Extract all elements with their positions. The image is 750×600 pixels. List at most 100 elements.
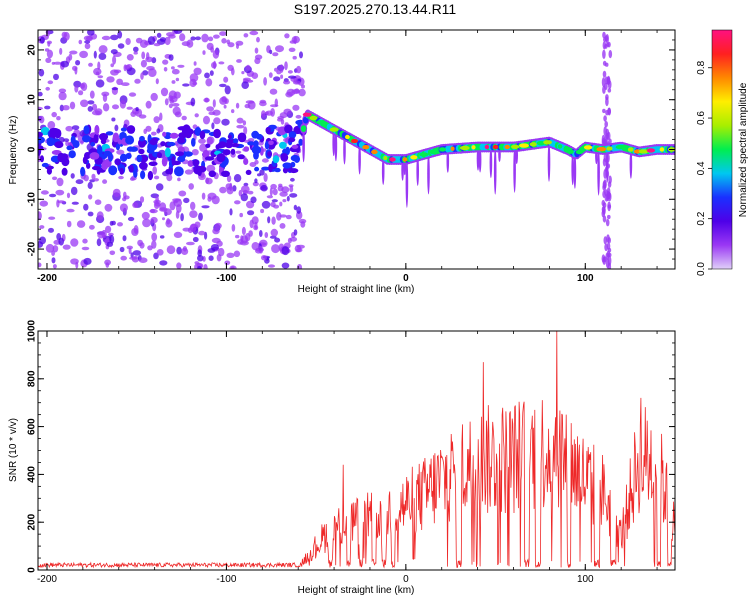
noise-blob xyxy=(219,186,227,194)
noise-band-blob xyxy=(165,169,171,175)
noise-blob xyxy=(272,188,278,196)
noise-blob xyxy=(87,181,93,190)
ridge-peak xyxy=(646,148,656,153)
noise-blob xyxy=(177,64,185,68)
noise-blob xyxy=(88,62,93,67)
noise-blob xyxy=(93,67,102,76)
noise-blob xyxy=(119,203,128,212)
x-tick-label: 0 xyxy=(403,273,409,284)
strip-blob xyxy=(608,175,612,184)
noise-band-blob xyxy=(177,137,186,144)
noise-blob xyxy=(227,42,235,48)
noise-blob xyxy=(301,84,305,89)
noise-blob xyxy=(83,203,89,211)
noise-band-blob xyxy=(265,126,271,134)
noise-blob xyxy=(206,42,214,51)
noise-blob xyxy=(210,244,219,251)
y-tick-label: 20 xyxy=(27,44,38,56)
noise-band-blob xyxy=(177,126,188,131)
noise-blob xyxy=(268,264,275,268)
ridge-peak xyxy=(575,149,583,155)
noise-blob xyxy=(182,227,191,232)
noise-blob xyxy=(291,89,301,95)
noise-blob xyxy=(151,131,157,136)
noise-blob xyxy=(127,216,135,222)
noise-blob xyxy=(221,38,227,44)
noise-blob xyxy=(116,149,125,155)
y-tick-label: 0 xyxy=(27,146,38,152)
noise-band-blob xyxy=(171,155,176,166)
noise-blob xyxy=(300,221,306,228)
noise-blob xyxy=(283,80,291,85)
noise-blob xyxy=(223,76,229,83)
y-tick-label: 0 xyxy=(27,567,38,573)
noise-blob xyxy=(117,222,123,227)
colorbar-tick-label: 0.8 xyxy=(696,60,707,74)
noise-blob xyxy=(275,45,284,53)
x-tick-label: -100 xyxy=(216,273,236,284)
noise-blob xyxy=(166,32,175,37)
noise-blob xyxy=(92,103,98,111)
noise-blob xyxy=(47,121,56,130)
strip-blob xyxy=(602,108,606,114)
noise-blob xyxy=(166,174,173,182)
noise-blob xyxy=(48,216,56,220)
noise-blob xyxy=(243,126,248,135)
noise-band-blob xyxy=(66,145,73,151)
noise-blob xyxy=(79,83,85,89)
noise-band-blob xyxy=(282,162,292,169)
noise-blob xyxy=(203,264,208,269)
noise-blob xyxy=(261,255,268,261)
noise-blob xyxy=(193,61,197,66)
noise-blob xyxy=(72,65,78,71)
noise-blob xyxy=(102,179,108,184)
noise-blob xyxy=(263,77,267,86)
noise-band-blob xyxy=(261,166,270,171)
noise-blob xyxy=(281,246,290,256)
y-tick-label: 1000 xyxy=(27,319,38,342)
noise-blob xyxy=(66,192,71,199)
noise-band-blob xyxy=(245,169,252,175)
x-tick-label: -100 xyxy=(216,574,236,585)
noise-band-blob xyxy=(94,124,100,135)
noise-blob xyxy=(39,225,45,229)
noise-blob xyxy=(52,245,59,253)
noise-blob xyxy=(292,80,301,85)
noise-band-blob xyxy=(230,148,236,155)
noise-blob xyxy=(159,112,163,121)
noise-blob xyxy=(192,81,198,86)
noise-blob xyxy=(171,103,180,107)
noise-band-blob xyxy=(205,143,211,148)
noise-blob xyxy=(65,125,73,132)
ridge-streak xyxy=(405,159,409,208)
ridge-peak xyxy=(615,144,626,150)
noise-blob xyxy=(281,262,290,269)
x-tick-label: 0 xyxy=(403,574,409,585)
noise-band-blob xyxy=(256,133,263,140)
noise-band-blob xyxy=(156,152,162,159)
noise-blob xyxy=(190,36,196,41)
noise-blob xyxy=(273,76,281,82)
noise-blob xyxy=(69,50,78,55)
noise-blob xyxy=(194,113,199,118)
noise-band-blob xyxy=(90,142,95,147)
noise-blob xyxy=(142,218,151,228)
noise-blob xyxy=(216,254,222,262)
noise-blob xyxy=(294,244,302,253)
noise-blob xyxy=(152,166,157,175)
noise-blob xyxy=(112,55,117,65)
noise-blob xyxy=(40,190,49,195)
noise-blob xyxy=(283,108,292,115)
noise-band-blob xyxy=(41,162,49,168)
noise-band-blob xyxy=(128,164,134,173)
noise-blob xyxy=(186,241,195,246)
noise-blob xyxy=(181,247,189,255)
noise-blob xyxy=(117,43,125,49)
noise-blob xyxy=(140,59,147,68)
noise-band-blob xyxy=(161,156,168,167)
noise-blob xyxy=(287,70,293,74)
noise-blob xyxy=(128,92,137,97)
noise-band-blob xyxy=(84,152,91,160)
noise-band-blob xyxy=(247,141,255,146)
ridge-streak xyxy=(302,128,305,163)
